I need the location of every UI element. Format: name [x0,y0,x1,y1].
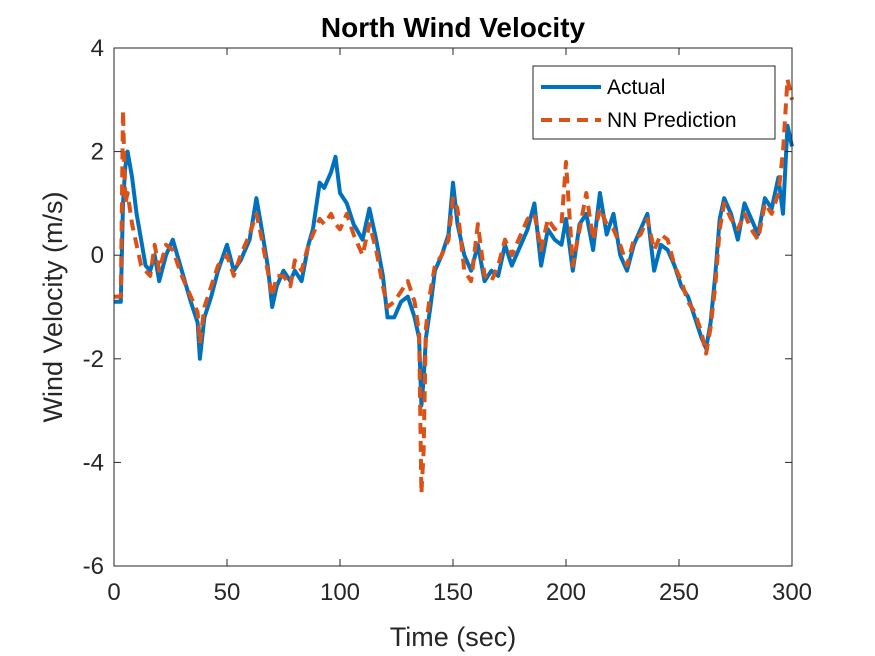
x-tick-label-2: 100 [320,579,360,606]
legend-label-actual: Actual [607,76,665,99]
y-tick-label-4: 2 [91,139,104,166]
x-tick-label-6: 300 [772,579,812,606]
x-axis-label: Time (sec) [390,622,517,652]
y-tick-label-5: 4 [91,35,104,62]
x-tick-label-5: 250 [659,579,699,606]
series-layer [114,77,794,496]
ticks-layer: 0 50 100 150 200 250 300 -6 -4 -2 0 2 4 [83,35,812,606]
x-tick-label-1: 50 [214,579,241,606]
x-tick-label-3: 150 [433,579,473,606]
x-tick-label-4: 200 [546,579,586,606]
y-tick-label-3: 0 [91,242,104,269]
y-tick-label-0: -6 [83,553,104,580]
legend: Actual NN Prediction [532,65,776,140]
x-tick-label-0: 0 [107,579,120,606]
legend-label-nn-prediction: NN Prediction [607,109,737,132]
y-tick-label-1: -4 [83,449,104,476]
series-line-nn-prediction [114,77,794,496]
y-tick-label-2: -2 [83,346,104,373]
legend-box [532,65,776,140]
y-axis-label: Wind Velocity (m/s) [38,191,68,422]
chart-title: North Wind Velocity [321,12,586,43]
